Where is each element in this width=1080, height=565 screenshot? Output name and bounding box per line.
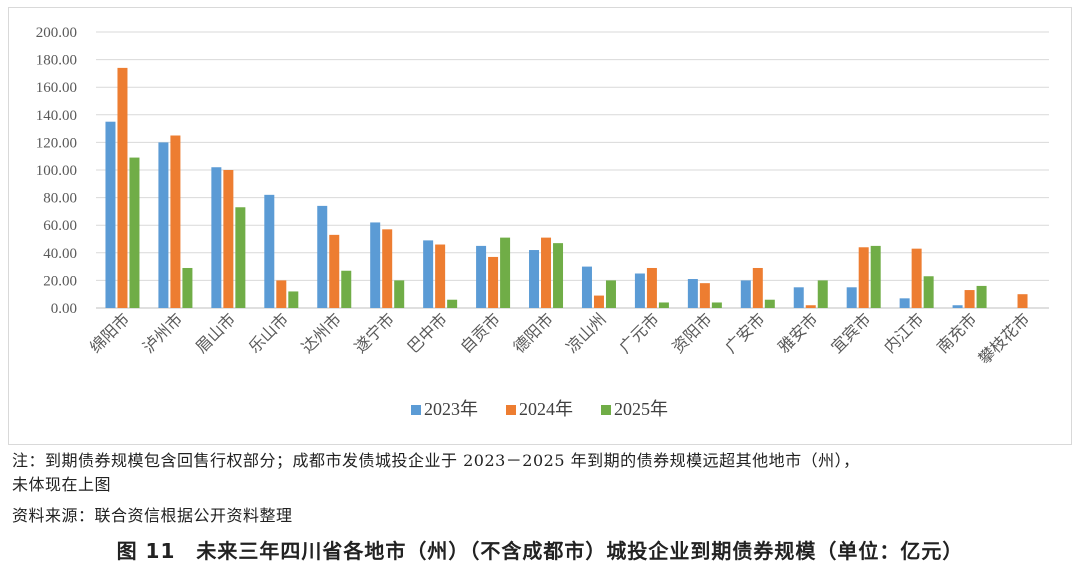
bar-3 — [976, 285, 987, 308]
bar-3 — [711, 302, 722, 308]
bar-3 — [288, 291, 299, 308]
y-tick-label: 60.00 — [43, 218, 77, 234]
bar-2 — [170, 135, 181, 308]
category-label: 资阳市 — [668, 309, 715, 356]
bar-2 — [858, 247, 869, 308]
category-label: 眉山市 — [192, 309, 239, 356]
category-label: 巴中市 — [404, 309, 451, 356]
bar-2 — [435, 244, 446, 308]
y-tick-label: 200.00 — [36, 25, 77, 41]
bar-3 — [923, 276, 934, 308]
bar-2 — [223, 170, 234, 308]
bar-1 — [634, 273, 645, 308]
bar-3 — [394, 280, 405, 308]
bar-2 — [593, 295, 604, 308]
bar-1 — [317, 205, 328, 308]
legend-label: 2023年 — [424, 399, 478, 419]
category-label: 攀枝花市 — [975, 309, 1034, 368]
y-tick-label: 80.00 — [43, 191, 77, 207]
y-tick-label: 140.00 — [36, 108, 77, 124]
bar-1 — [529, 250, 540, 308]
bar-1 — [211, 167, 222, 308]
bar-1 — [899, 298, 910, 308]
bar-2 — [541, 237, 552, 308]
figure-caption: 图 11 未来三年四川省各地市（州）（不含成都市）城投企业到期债券规模（单位：亿… — [116, 539, 964, 563]
category-label: 绵阳市 — [86, 309, 133, 356]
source-note: 资料来源：联合资信根据公开资料整理 — [12, 506, 293, 525]
legend-label: 2025年 — [614, 399, 668, 419]
y-tick-label: 100.00 — [36, 163, 77, 179]
bar-3 — [447, 299, 458, 308]
category-label: 雅安市 — [774, 309, 821, 356]
category-label: 乐山市 — [245, 309, 292, 356]
category-label: 遂宁市 — [351, 309, 398, 356]
y-tick-label: 0.00 — [51, 301, 77, 317]
y-tick-label: 40.00 — [43, 246, 77, 262]
bar-2 — [329, 234, 340, 308]
legend-swatch — [506, 405, 516, 415]
bar-1 — [370, 222, 381, 308]
bar-2 — [699, 283, 710, 308]
bar-1 — [476, 245, 487, 308]
bar-3 — [235, 207, 246, 308]
y-tick-label: 180.00 — [36, 53, 77, 69]
bar-1 — [581, 266, 592, 308]
category-label: 内江市 — [880, 309, 927, 356]
bar-chart: 0.00 20.00 40.00 60.00 80.00 100.00 120.00 140.… — [36, 25, 1049, 419]
bar-3 — [129, 157, 140, 308]
bar-2 — [382, 229, 393, 308]
bar-1 — [793, 287, 804, 308]
category-label: 南充市 — [933, 309, 980, 356]
category-label: 广安市 — [721, 309, 768, 356]
bar-2 — [752, 267, 763, 308]
y-tick-label: 120.00 — [36, 135, 77, 151]
bar-2 — [488, 256, 499, 308]
bar-3 — [182, 267, 193, 308]
bar-2 — [1017, 294, 1028, 308]
bar-3 — [658, 302, 669, 308]
bar-3 — [817, 280, 828, 308]
legend-swatch — [411, 405, 421, 415]
legend-swatch — [601, 405, 611, 415]
bar-2 — [646, 267, 657, 308]
bar-3 — [553, 243, 564, 308]
category-label: 达州市 — [298, 309, 345, 356]
bar-3 — [341, 270, 352, 308]
y-tick-label: 20.00 — [43, 273, 77, 289]
y-tick-label: 160.00 — [36, 80, 77, 96]
bar-1 — [740, 280, 751, 308]
category-label: 泸州市 — [139, 309, 186, 356]
bar-1 — [952, 305, 963, 308]
note-line-2: 未体现在上图 — [12, 475, 112, 494]
bar-2 — [911, 248, 922, 308]
bar-1 — [687, 279, 698, 308]
chart-frame: 0.00 20.00 40.00 60.00 80.00 100.00 120.00 140.… — [8, 7, 1072, 445]
category-label: 广元市 — [615, 309, 662, 356]
bar-3 — [764, 299, 775, 308]
category-label: 宜宾市 — [827, 309, 874, 356]
note-line-1: 注：到期债券规模包含回售行权部分；成都市发债城投企业于 2023－2025 年到… — [12, 451, 860, 470]
bar-3 — [605, 280, 616, 308]
category-label: 凉山州 — [562, 309, 609, 356]
bar-1 — [158, 142, 169, 308]
bar-2 — [964, 290, 975, 308]
bar-2 — [276, 280, 287, 308]
bar-1 — [264, 194, 275, 308]
bar-2 — [805, 305, 816, 308]
legend-label: 2024年 — [519, 399, 573, 419]
bar-3 — [870, 245, 881, 308]
bar-1 — [423, 240, 434, 308]
category-label: 德阳市 — [509, 309, 556, 356]
bar-2 — [117, 67, 128, 308]
category-label: 自贡市 — [457, 309, 504, 356]
bar-1 — [846, 287, 857, 308]
bar-1 — [105, 121, 116, 308]
bar-3 — [500, 237, 511, 308]
